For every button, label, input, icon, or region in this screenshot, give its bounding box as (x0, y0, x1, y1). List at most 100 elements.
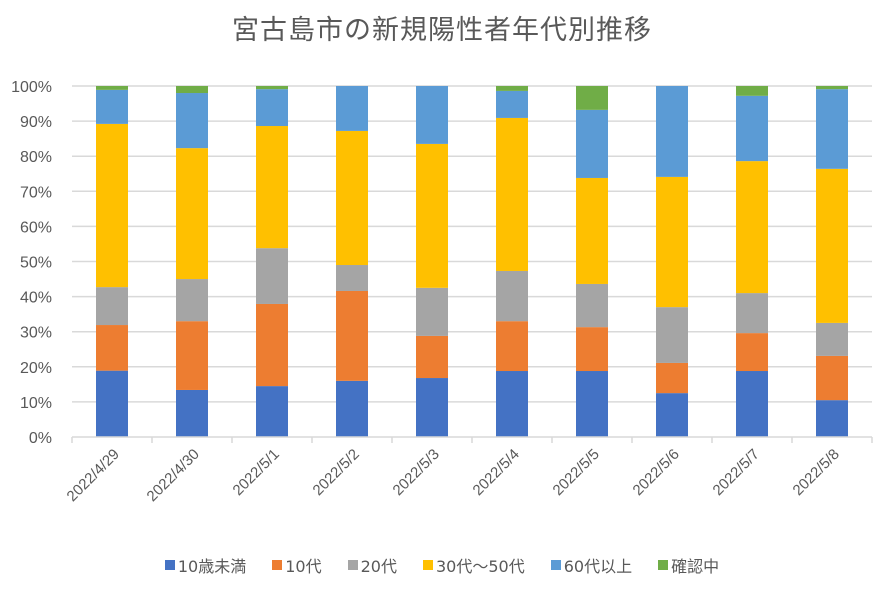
bar-segment (736, 161, 768, 294)
bar-segment (256, 126, 288, 249)
legend-item: 確認中 (658, 553, 719, 577)
legend-label: 20代 (360, 557, 397, 576)
y-tick-label: 90% (20, 114, 52, 131)
bar-segment (96, 370, 128, 437)
bar-segment (256, 303, 288, 387)
bar-segment (816, 168, 848, 323)
bar-segment (336, 290, 368, 381)
legend-swatch (347, 560, 358, 570)
x-tick-label: 2022/5/6 (630, 446, 683, 499)
bar-segment (496, 321, 528, 372)
bar-segment (576, 177, 608, 284)
bar-segment (576, 327, 608, 372)
bar-segment (336, 86, 368, 131)
bar-segment (256, 89, 288, 127)
legend-swatch (550, 560, 561, 570)
bar-segment (416, 143, 448, 288)
legend-item: 10歳未満 (164, 553, 247, 577)
legend-item: 20代 (347, 553, 397, 577)
x-tick-label: 2022/5/4 (470, 446, 523, 499)
bar-segment (256, 248, 288, 304)
bar-segment (176, 321, 208, 390)
bar-segment (736, 293, 768, 334)
legend: 10歳未満 10代 20代 30代～50代 60代以上 確認中 (0, 553, 884, 577)
bar-segment (736, 333, 768, 372)
bar-segment (96, 123, 128, 288)
x-tick-label: 2022/4/29 (64, 446, 123, 505)
bar-segment (736, 95, 768, 162)
x-tick-label: 2022/5/2 (310, 446, 363, 499)
bar-segment (96, 287, 128, 326)
bar-segment (816, 89, 848, 169)
bar-segment (496, 86, 528, 91)
bar-segment (656, 176, 688, 308)
x-tick-label: 2022/5/8 (790, 446, 843, 499)
y-tick-label: 10% (20, 395, 52, 412)
bar-segment (496, 371, 528, 437)
legend-item: 30代～50代 (423, 553, 525, 577)
bar-segment (816, 400, 848, 437)
bar-segment (96, 86, 128, 90)
bar-segment (96, 325, 128, 371)
bar-segment (816, 86, 848, 90)
legend-item: 10代 (272, 553, 322, 577)
bar-segment (176, 86, 208, 94)
bar-segment (96, 89, 128, 124)
legend-swatch (423, 560, 433, 570)
legend-swatch (272, 560, 283, 570)
x-tick-label: 2022/5/1 (230, 446, 283, 499)
bar-segment (336, 265, 368, 291)
bar-segment (496, 270, 528, 322)
x-tick-label: 2022/5/3 (390, 446, 443, 499)
y-axis-ticks: 0% 10% 20% 30% 40% 50% 60% 70% 80% 90% 100% (11, 79, 52, 447)
legend-swatch (164, 560, 175, 570)
legend-label: 10代 (285, 557, 322, 576)
bar-segment (656, 362, 688, 394)
legend-item: 60代以上 (550, 553, 633, 577)
bar-segment (576, 371, 608, 437)
legend-label: 10歳未満 (177, 557, 247, 576)
bar-segment (416, 86, 448, 144)
legend-swatch (658, 560, 669, 570)
bar-segment (176, 93, 208, 149)
y-tick-label: 30% (20, 325, 52, 342)
bar-segment (176, 148, 208, 280)
bar-segment (736, 86, 768, 96)
y-tick-label: 0% (29, 430, 52, 447)
bar-segment (416, 335, 448, 379)
bar-segment (496, 90, 528, 118)
bar-segment (416, 287, 448, 336)
bar-segment (576, 283, 608, 328)
x-axis (71, 436, 873, 443)
x-tick-label: 2022/4/30 (144, 446, 203, 505)
bar-segment (656, 393, 688, 437)
bar-segment (256, 86, 288, 90)
bar-segment (656, 86, 688, 177)
bar-segment (576, 86, 608, 110)
bar-segment (336, 130, 368, 266)
y-tick-label: 80% (20, 149, 52, 166)
bar-segment (656, 307, 688, 363)
bar-segment (176, 279, 208, 322)
bar-segment (256, 386, 288, 437)
y-tick-label: 50% (20, 255, 52, 272)
y-tick-label: 60% (20, 219, 52, 236)
bar-segment (416, 378, 448, 437)
bar-segment (336, 380, 368, 437)
bar-segment (816, 355, 848, 401)
bar-segment (496, 117, 528, 271)
y-tick-label: 70% (20, 184, 52, 201)
bar-segment (576, 109, 608, 178)
y-tick-label: 20% (20, 360, 52, 377)
legend-label: 60代以上 (563, 557, 633, 576)
bar-segment (736, 371, 768, 437)
chart-title: 宮古島市の新規陽性者年代別推移 (232, 15, 652, 46)
y-tick-label: 40% (20, 290, 52, 307)
bar-segment (816, 322, 848, 356)
y-tick-label: 100% (11, 79, 52, 96)
x-tick-label: 2022/5/7 (710, 446, 763, 499)
legend-label: 確認中 (671, 557, 720, 576)
bar-segment (176, 389, 208, 437)
x-axis-ticks: 2022/4/29 2022/4/30 2022/5/1 2022/5/2 2022/5… (64, 446, 843, 505)
